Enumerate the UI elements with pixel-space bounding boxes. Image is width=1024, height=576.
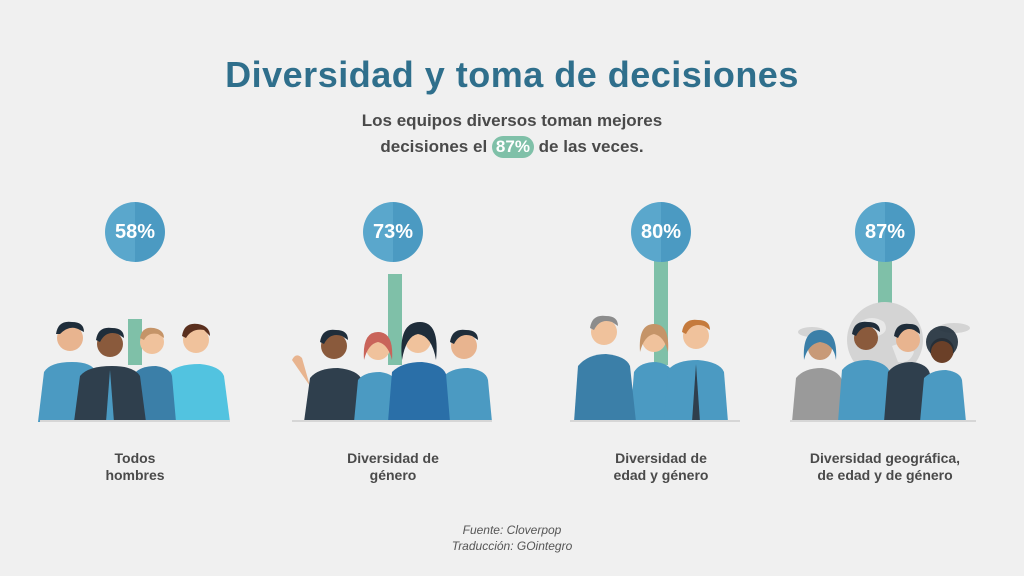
person-icon bbox=[74, 327, 146, 422]
ground-line bbox=[40, 420, 230, 422]
people-illustration-age-gender bbox=[574, 315, 728, 422]
source-line: Fuente: Cloverpop bbox=[462, 523, 562, 537]
highlight-badge: 87% bbox=[491, 136, 534, 158]
group-geo-age-gender-diversity: 87% bbox=[780, 200, 990, 500]
ground-line bbox=[790, 420, 976, 422]
category-label-line: Diversidad de bbox=[615, 450, 707, 466]
subtitle-line-2-before: decisiones el bbox=[380, 137, 488, 156]
person-icon bbox=[574, 315, 636, 422]
category-label-line: edad y género bbox=[613, 467, 709, 483]
people-illustration-gender bbox=[292, 322, 492, 422]
subtitle: Los equipos diversos toman mejores decis… bbox=[0, 108, 1024, 160]
value-badge: 73% bbox=[363, 202, 423, 262]
ground-line bbox=[570, 420, 740, 422]
category-label-line: Diversidad geográfica, bbox=[809, 450, 961, 466]
value-badge: 87% bbox=[855, 202, 915, 262]
person-icon bbox=[920, 326, 966, 422]
translation-line: Traducción: GOintegro bbox=[451, 539, 573, 553]
people-illustration-geo bbox=[792, 302, 970, 422]
person-icon bbox=[292, 329, 366, 422]
category-label-line: Todos bbox=[114, 450, 156, 466]
category-label: Diversidad geográfica, de edad y de géne… bbox=[780, 450, 990, 484]
person-icon bbox=[438, 329, 492, 422]
category-label-line: Diversidad de bbox=[347, 450, 439, 466]
value-bar bbox=[388, 274, 402, 365]
page-title: Diversidad y toma de decisiones bbox=[225, 54, 799, 95]
category-label-line: de edad y de género bbox=[817, 467, 953, 483]
ground-line bbox=[292, 420, 492, 422]
subtitle-line-1: Los equipos diversos toman mejores bbox=[361, 111, 663, 130]
group-all-men: 58% Todos hombres bbox=[30, 200, 240, 500]
category-label: Todos hombres bbox=[30, 450, 240, 484]
person-icon bbox=[164, 323, 230, 422]
group-gender-diversity: 73% Diversidad de género bbox=[288, 200, 498, 500]
person-icon bbox=[664, 319, 728, 422]
person-icon bbox=[354, 332, 398, 422]
person-icon bbox=[792, 330, 846, 422]
value-badge: 58% bbox=[105, 202, 165, 262]
person-icon bbox=[388, 322, 450, 422]
person-icon bbox=[630, 324, 674, 422]
group-age-gender-diversity: 80% Diversidad de edad y género bbox=[556, 200, 766, 500]
subtitle-line-2: decisiones el 87% de las veces. bbox=[0, 134, 1024, 160]
category-label: Diversidad de edad y género bbox=[556, 450, 766, 484]
category-label-line: género bbox=[369, 467, 417, 483]
value-badge: 80% bbox=[631, 202, 691, 262]
category-label-line: hombres bbox=[105, 467, 165, 483]
people-illustration-all-men bbox=[38, 321, 230, 422]
category-label: Diversidad de género bbox=[288, 450, 498, 484]
person-icon bbox=[838, 321, 894, 422]
source-note: Fuente: Cloverpop Traducción: GOintegro bbox=[0, 522, 1024, 554]
subtitle-line-2-after: de las veces. bbox=[538, 137, 644, 156]
value-bar bbox=[128, 319, 142, 365]
